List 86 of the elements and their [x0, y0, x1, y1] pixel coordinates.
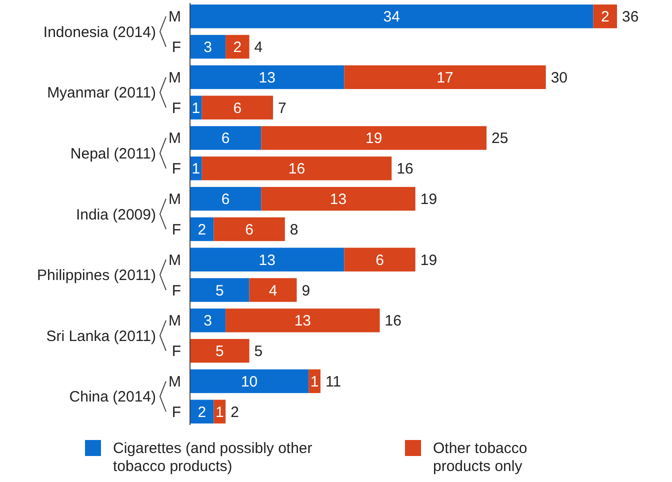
- bar: [593, 4, 617, 28]
- data-label: 5: [215, 343, 224, 360]
- bar: [190, 338, 250, 363]
- text: Indonesia (2014): [43, 24, 156, 41]
- bar: [308, 369, 320, 394]
- bar: [190, 369, 309, 394]
- text: China (2014): [69, 388, 156, 406]
- data-label: 19: [366, 130, 382, 148]
- y-tick-label: F: [172, 404, 181, 421]
- y-tick-label: F: [172, 343, 181, 360]
- data-label: 6: [233, 100, 242, 117]
- data-label: 17: [436, 69, 454, 86]
- total-label: 19: [420, 252, 438, 269]
- data-label: 1: [310, 373, 319, 390]
- text: Nepal (2011): [70, 145, 156, 162]
- data-label: 2: [198, 404, 206, 421]
- y-tick-label: M: [168, 373, 181, 390]
- total-label: 16: [384, 312, 402, 330]
- bar: [249, 278, 297, 302]
- legend-label: Cigarettes (and possibly other tobacco products): [113, 440, 312, 475]
- data-label: 13: [330, 191, 347, 208]
- total-label: 11: [325, 373, 342, 390]
- y-tick-label: M: [168, 8, 181, 26]
- data-label: 1: [215, 404, 224, 421]
- bar: [190, 278, 250, 302]
- bar: [261, 126, 487, 150]
- data-label: 13: [258, 252, 276, 269]
- text: Philippines (2011): [37, 267, 156, 284]
- bar: [226, 34, 250, 59]
- data-label: 16: [288, 160, 306, 178]
- y-tick-label: M: [168, 130, 181, 148]
- total-label: 8: [290, 221, 298, 238]
- data-label: 2: [198, 221, 206, 238]
- data-label: 34: [383, 8, 400, 26]
- data-label: 2: [233, 39, 242, 56]
- bar: [344, 248, 416, 272]
- y-tick-label: M: [168, 252, 181, 269]
- bar: [190, 308, 226, 332]
- bar: [190, 34, 226, 59]
- total-label: 2: [230, 404, 239, 421]
- total-label: 7: [278, 100, 286, 117]
- data-label: 4: [268, 282, 278, 300]
- bar: [190, 65, 344, 90]
- y-tick-label: M: [168, 191, 181, 208]
- bar: [190, 248, 344, 272]
- text: India (2009): [76, 206, 156, 224]
- bar: [226, 308, 380, 332]
- total-label: 16: [396, 160, 414, 178]
- total-label: 19: [420, 191, 438, 208]
- data-label: 10: [240, 373, 258, 390]
- data-label: 1: [192, 100, 200, 117]
- data-label: 6: [221, 191, 230, 208]
- total-label: 30: [550, 69, 568, 86]
- bar: [202, 96, 274, 120]
- bar: [344, 65, 546, 90]
- total-label: 25: [492, 130, 508, 148]
- data-label: 6: [245, 221, 254, 238]
- data-label: 13: [294, 312, 312, 330]
- bar: [190, 186, 262, 211]
- y-tick-label: F: [172, 221, 181, 238]
- y-tick-label: F: [172, 160, 181, 178]
- y-tick-label: F: [172, 282, 181, 300]
- data-label: 5: [215, 282, 224, 300]
- y-tick-label: M: [168, 312, 181, 330]
- data-label: 13: [258, 69, 276, 86]
- data-label: 3: [204, 312, 212, 330]
- data-label: 1: [192, 160, 200, 178]
- total-label: 9: [302, 282, 310, 300]
- total-label: 4: [254, 39, 263, 56]
- legend-label: Other tobacco products only: [433, 440, 528, 475]
- y-tick-label: F: [172, 39, 181, 56]
- bar: [202, 156, 392, 180]
- y-tick-label: M: [168, 69, 181, 86]
- text: Sri Lanka (2011): [46, 328, 156, 345]
- data-label: 2: [600, 8, 610, 26]
- bar: [261, 186, 416, 211]
- bar: [190, 4, 594, 28]
- data-label: 6: [376, 252, 384, 269]
- data-label: 6: [221, 130, 230, 148]
- total-label: 5: [254, 343, 263, 360]
- y-tick-label: F: [172, 100, 181, 117]
- text: Myanmar (2011): [47, 84, 156, 102]
- bar: [214, 217, 285, 242]
- bar: [190, 126, 262, 150]
- total-label: 36: [622, 8, 639, 26]
- data-label: 3: [204, 39, 212, 56]
